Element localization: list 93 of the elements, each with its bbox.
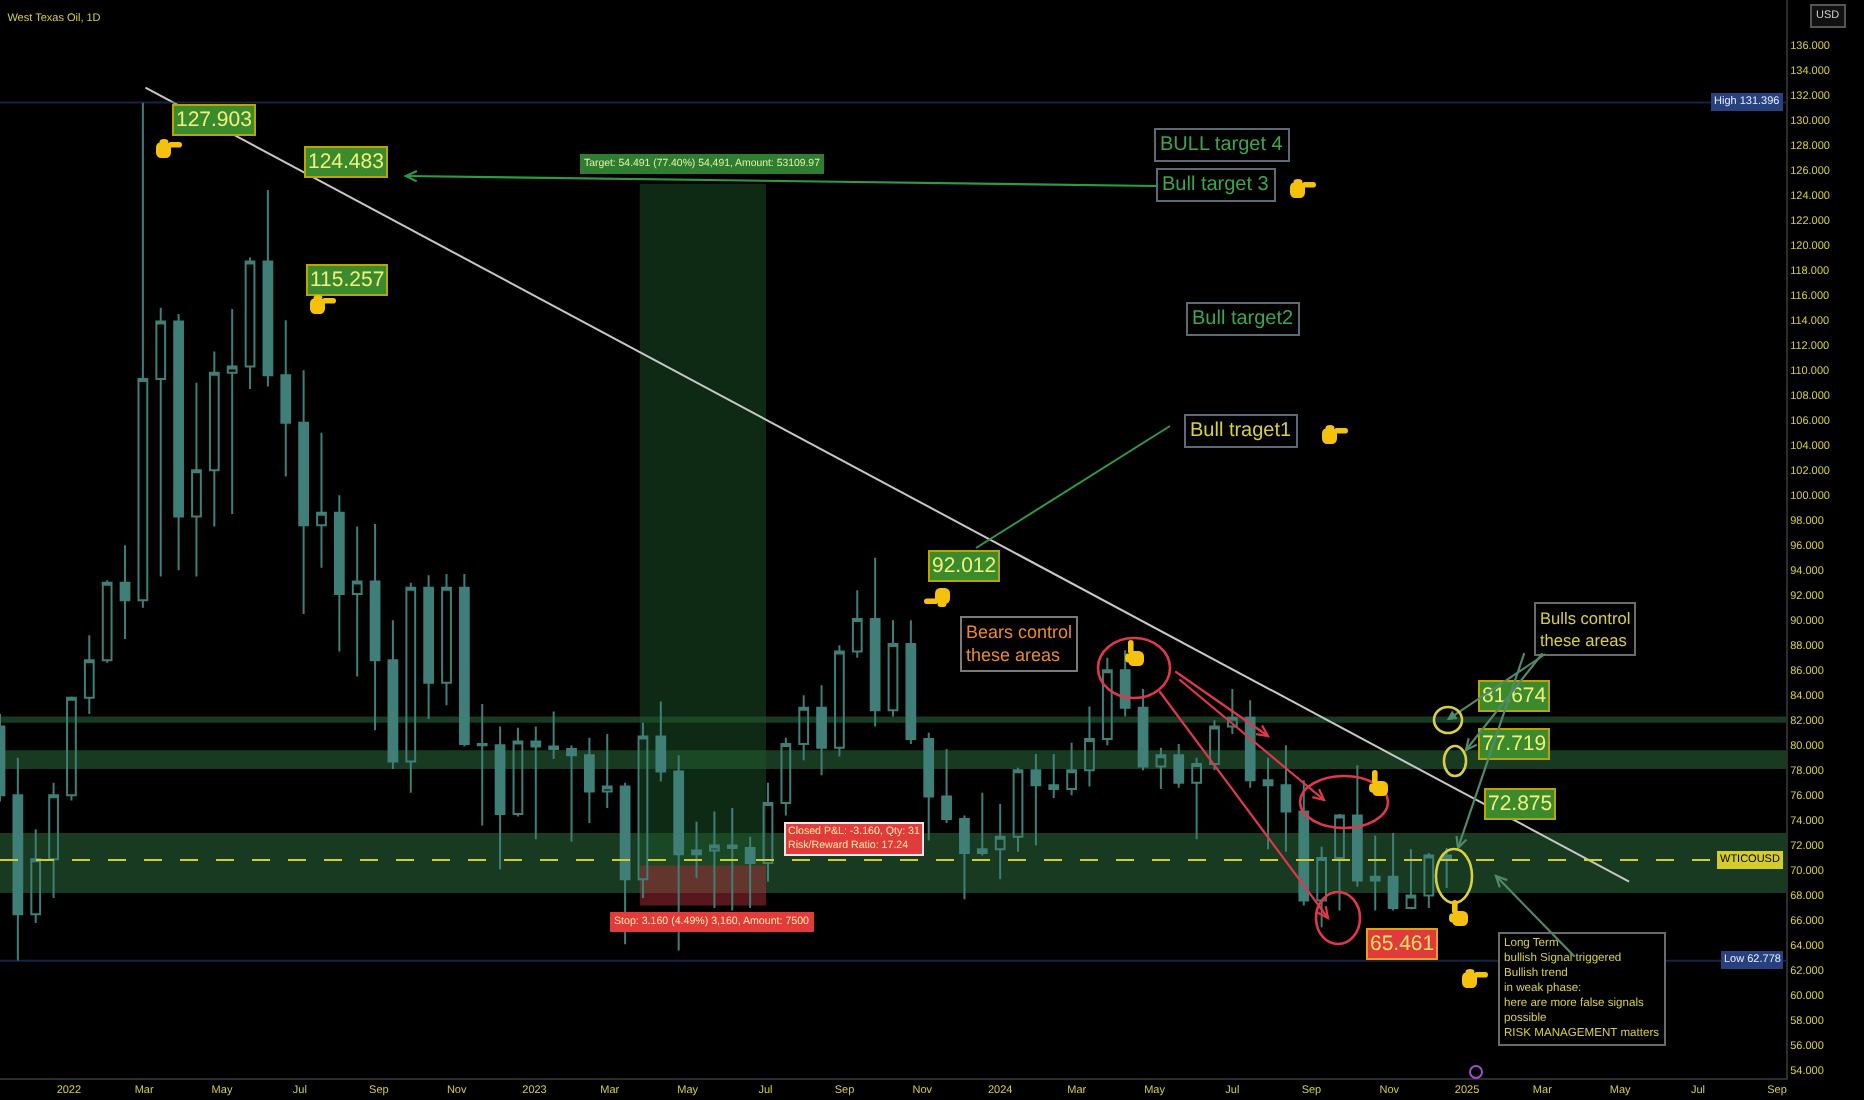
candlestick	[119, 544, 131, 641]
candlestick	[709, 810, 720, 909]
candlestick	[1387, 831, 1399, 912]
candlestick	[66, 695, 77, 802]
candlestick	[637, 721, 649, 899]
candlestick	[369, 523, 381, 732]
annotation: 127.903	[176, 108, 253, 132]
candlestick	[566, 744, 577, 843]
candlestick	[280, 319, 292, 478]
annotation: 115.257	[310, 268, 385, 292]
candlestick	[887, 619, 899, 718]
candlestick	[208, 350, 220, 528]
candlestick	[816, 684, 827, 777]
candlestick	[351, 525, 363, 678]
candlestick	[1316, 845, 1328, 929]
candlestick	[1351, 764, 1363, 888]
candlestick	[1101, 656, 1113, 747]
candlestick	[226, 307, 238, 515]
candlestick	[155, 306, 167, 578]
candlestick	[941, 748, 952, 824]
annotation: 72.875	[1488, 792, 1553, 816]
candlestick	[780, 736, 792, 817]
candlestick	[834, 644, 845, 758]
candlestick	[798, 694, 810, 762]
candlestick	[1369, 834, 1381, 912]
candlestick	[1262, 756, 1274, 851]
candlestick	[494, 725, 506, 871]
candlestick	[1405, 848, 1417, 911]
annotation: 124.483	[308, 150, 385, 174]
candlestick	[851, 589, 863, 659]
candlestick	[530, 725, 542, 841]
candlestick	[691, 820, 702, 879]
annotation: BULL target 4	[1160, 134, 1284, 156]
candlestick	[316, 431, 327, 569]
annotation: 65.461	[1370, 932, 1435, 956]
candlestick	[512, 726, 524, 818]
candlestick	[869, 556, 881, 728]
candlestick	[262, 189, 274, 388]
candlestick	[655, 700, 667, 783]
annotation: 92.012	[932, 554, 997, 578]
candlestick	[994, 803, 1006, 881]
candlestick	[1119, 649, 1131, 718]
candlestick	[137, 101, 149, 609]
candlestick	[744, 835, 756, 909]
candlestick	[244, 256, 256, 390]
candlestick	[48, 781, 59, 899]
candlestick	[726, 806, 738, 912]
candlestick	[173, 312, 184, 572]
candlestick	[405, 581, 417, 794]
candlestick	[83, 634, 95, 716]
candlestick	[1244, 699, 1256, 789]
candlestick	[441, 573, 452, 707]
annotation: Bulls control these areas	[1540, 608, 1631, 650]
candlestick	[905, 619, 917, 746]
annotation: Bull target 3	[1162, 174, 1270, 196]
candlestick	[1012, 766, 1024, 853]
candlestick	[333, 494, 345, 653]
annotation: 77.719	[1482, 732, 1547, 756]
candlestick	[1155, 746, 1167, 791]
annotation: Bears control these areas	[966, 622, 1073, 666]
candlestick	[1441, 846, 1453, 889]
candlestick	[1048, 753, 1060, 799]
candlestick	[458, 573, 470, 748]
candlestick	[1191, 756, 1202, 841]
candlestick	[423, 574, 435, 721]
candlestick	[30, 828, 42, 924]
candlestick	[1280, 744, 1292, 853]
candlestick	[1423, 851, 1435, 909]
candlestick	[1334, 813, 1345, 912]
candlestick	[1173, 743, 1185, 789]
candlestick	[476, 703, 488, 827]
candlestick	[1226, 688, 1238, 736]
candlestick	[976, 791, 988, 857]
candlestick	[191, 381, 202, 578]
annotation: Bull target2	[1192, 308, 1295, 330]
candlestick	[601, 733, 613, 809]
candlestick	[1298, 779, 1310, 907]
candlestick	[12, 756, 24, 962]
annotation: 81.674	[1482, 684, 1547, 708]
candlestick	[584, 736, 595, 824]
candlestick	[298, 369, 309, 616]
annotation: Bull traget1	[1190, 420, 1293, 442]
candlestick	[1137, 688, 1149, 772]
candlestick	[1084, 705, 1095, 788]
candlestick	[387, 619, 399, 771]
candlestick	[923, 731, 935, 842]
candlestick	[959, 814, 970, 901]
candlestick	[1030, 753, 1042, 847]
candlestick	[1066, 741, 1077, 797]
candlestick	[548, 710, 560, 761]
candlestick	[101, 579, 113, 664]
candlestick	[1209, 719, 1220, 772]
candlestick	[762, 781, 774, 883]
